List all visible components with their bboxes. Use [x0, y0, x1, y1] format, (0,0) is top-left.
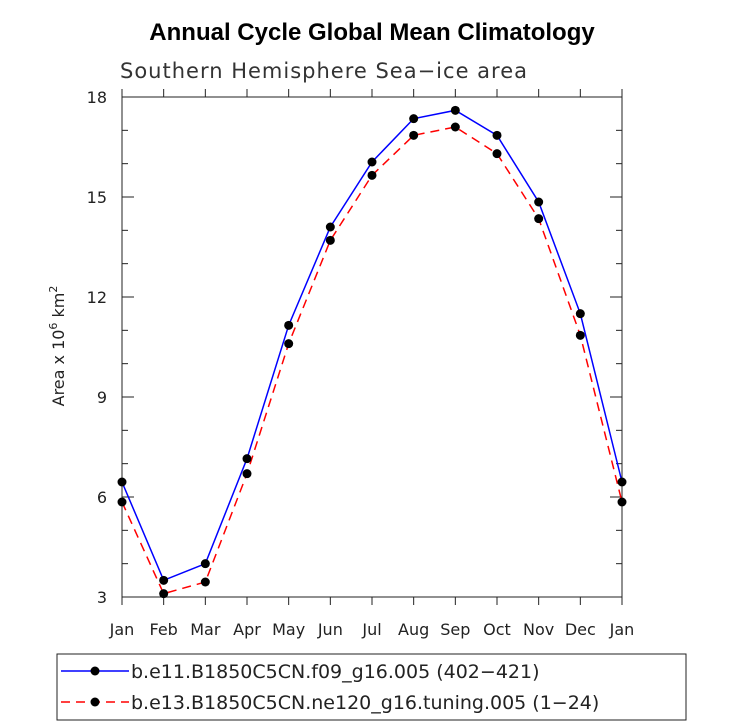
y-tick-label: 18 — [87, 88, 107, 107]
data-point-series-2 — [242, 469, 252, 479]
x-tick-label: Sep — [440, 620, 470, 639]
data-point-series-2 — [284, 339, 294, 349]
data-point-series-1 — [242, 454, 252, 464]
data-point-series-2 — [325, 235, 335, 245]
data-point-series-1 — [284, 320, 294, 330]
data-point-series-1 — [617, 477, 627, 487]
data-point-series-2 — [159, 589, 169, 599]
x-tick-label: Apr — [233, 620, 261, 639]
series-line-2 — [121, 126, 623, 595]
chart-title: Annual Cycle Global Mean Climatology — [149, 19, 595, 46]
data-point-series-1 — [450, 105, 460, 115]
plot-area — [117, 105, 627, 599]
data-point-series-2 — [450, 122, 460, 132]
data-point-series-1 — [325, 222, 335, 232]
series-line-1 — [121, 109, 623, 582]
data-point-series-1 — [492, 130, 502, 140]
data-point-series-2 — [534, 214, 544, 224]
data-point-series-1 — [409, 114, 419, 124]
data-point-series-2 — [492, 149, 502, 159]
x-tick-label: Feb — [150, 620, 178, 639]
x-tick-label: Jul — [361, 620, 381, 639]
x-tick-label: Dec — [565, 620, 596, 639]
axes: 3 6 9 12 15 18 Jan Feb Mar Apr May Jun Jul Aug Sep Oct N… — [87, 88, 635, 639]
legend-label-series-2: b.e13.B1850C5CN.ne120_g16.tuning.005 (1−… — [131, 692, 599, 714]
x-tick-label: Jun — [317, 620, 343, 639]
legend-marker-series-2 — [90, 697, 100, 707]
y-axis-label-unit-exponent: 2 — [47, 286, 60, 293]
data-point-series-2 — [617, 497, 627, 507]
y-axis-label-unit: km — [49, 293, 68, 323]
y-tick-label: 6 — [97, 488, 107, 507]
data-point-series-2 — [200, 577, 210, 587]
legend-box — [56, 653, 687, 721]
legend: b.e11.B1850C5CN.f09_g16.005 (402−421) b.… — [56, 653, 687, 721]
data-point-series-2 — [409, 130, 419, 140]
y-tick-label: 12 — [87, 288, 107, 307]
legend-marker-series-1 — [90, 666, 100, 676]
data-point-series-1 — [159, 575, 169, 585]
data-point-series-1 — [367, 157, 377, 167]
data-point-series-2 — [575, 330, 585, 340]
y-tick-label: 9 — [97, 388, 107, 407]
x-tick-label: Jan — [109, 620, 135, 639]
x-tick-label: May — [272, 620, 305, 639]
x-tick-label: Mar — [190, 620, 221, 639]
x-tick-label: Aug — [398, 620, 429, 639]
y-axis-label-exponent: 6 — [47, 323, 60, 330]
y-tick-label: 3 — [97, 588, 107, 607]
data-point-series-1 — [200, 559, 210, 569]
chart-subtitle: Southern Hemisphere Sea−ice area — [120, 59, 528, 83]
x-tick-label: Oct — [483, 620, 511, 639]
y-axis-label-text: Area x 10 — [49, 330, 68, 407]
legend-label-series-1: b.e11.B1850C5CN.f09_g16.005 (402−421) — [131, 661, 540, 683]
x-tick-label: Jan — [609, 620, 635, 639]
data-point-series-1 — [534, 197, 544, 207]
data-point-series-2 — [367, 170, 377, 180]
y-axis-label: Area x 106 km2 — [47, 286, 68, 407]
y-tick-label: 15 — [87, 188, 107, 207]
data-point-series-1 — [575, 309, 585, 319]
x-tick-label: Nov — [523, 620, 554, 639]
data-point-series-2 — [117, 497, 127, 507]
data-point-series-1 — [117, 477, 127, 487]
